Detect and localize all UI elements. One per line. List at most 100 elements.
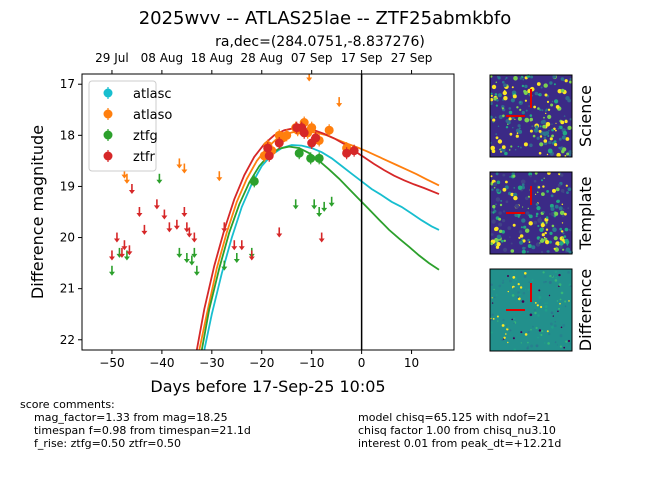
x-tick-label: 10 [404, 356, 419, 370]
y-tick-label: 22 [60, 333, 75, 347]
upper-limit-ztfg [316, 207, 323, 217]
legend-item-atlaso: atlaso [103, 108, 172, 123]
legend-item-ztfg: ztfg [103, 129, 158, 144]
upper-limit-ztfr [181, 207, 188, 217]
legend-item-atlasc: atlasc [103, 87, 172, 102]
upper-limit-ztfr [248, 250, 255, 261]
upper-limit-ztfr [136, 207, 143, 217]
upper-limit-ztfr [141, 224, 148, 235]
detection-ztfr [299, 126, 309, 139]
top-tick-label: 07 Sep [291, 51, 333, 65]
score-comments: score comments: mag_factor=1.33 from mag… [20, 398, 251, 450]
detection-ztfr [311, 131, 321, 144]
upper-limit-atlaso [176, 158, 183, 169]
upper-limit-ztfg [188, 255, 195, 266]
stamp-science: Science [489, 74, 595, 158]
top-tick-label: 28 Aug [241, 51, 284, 65]
upper-limit-ztfg [183, 253, 190, 263]
upper-limit-ztfg [321, 201, 328, 212]
upper-limit-ztfg [292, 199, 299, 210]
legend-label: ztfg [133, 129, 158, 144]
model-curve-ztfg [200, 145, 440, 350]
y-tick-label: 18 [60, 128, 75, 142]
detection-ztfg [294, 147, 304, 160]
x-tick-label: −30 [199, 356, 224, 370]
upper-limit-ztfr [183, 222, 190, 233]
upper-limit-ztfg [108, 265, 115, 276]
upper-limit-ztfg [193, 265, 200, 276]
upper-limit-ztfr [108, 250, 115, 261]
upper-limit-ztfr [121, 240, 128, 251]
stamp-template: Template [489, 171, 595, 255]
model-comments: model chisq=65.125 with ndof=21 chisq fa… [358, 411, 562, 450]
model-curve-atlaso [198, 130, 440, 350]
upper-limit-ztfr [126, 245, 133, 256]
upper-limit-ztfr [166, 222, 173, 233]
upper-limit-ztfg [191, 247, 198, 258]
upper-limit-ztfg [176, 247, 183, 258]
x-tick-label: −20 [249, 356, 274, 370]
upper-limit-ztfr [318, 232, 325, 243]
y-tick-label: 17 [60, 77, 75, 91]
top-tick-label: 08 Aug [141, 51, 184, 65]
stamp-difference: Difference [489, 268, 595, 352]
upper-limit-ztfr [118, 247, 125, 258]
legend: atlasc atlaso ztfg ztfr [88, 80, 172, 172]
detection-ztfg [249, 175, 259, 188]
upper-limit-ztfr [161, 209, 168, 220]
x-tick-label: −40 [149, 356, 174, 370]
upper-limit-ztfr [231, 240, 238, 251]
y-tick-label: 21 [60, 282, 75, 296]
upper-limit-atlaso [181, 163, 188, 174]
detection-ztfr [349, 144, 359, 157]
detection-ztfr [264, 149, 274, 162]
upper-limit-ztfg [311, 199, 318, 210]
upper-limit-ztfr [276, 227, 283, 238]
upper-limit-ztfr [153, 199, 160, 210]
upper-limit-ztfr [113, 232, 120, 243]
detection-atlaso [282, 129, 292, 142]
detection-ztfg [306, 152, 316, 165]
chart-subtitle: ra,dec=(284.0751,-8.837276) [215, 34, 425, 50]
y-tick-label: 19 [60, 179, 75, 193]
upper-limit-ztfr [173, 219, 180, 230]
x-tick-label: −50 [99, 356, 124, 370]
upper-limit-ztfr [186, 227, 193, 238]
upper-limit-atlaso [306, 74, 313, 82]
detection-atlaso [307, 121, 317, 134]
upper-limit-ztfr [238, 240, 245, 251]
top-tick-label: 17 Sep [341, 51, 383, 65]
detection-ztfg [314, 152, 324, 165]
stamp-label: Difference [576, 269, 595, 351]
detection-ztfr [274, 137, 284, 149]
upper-limit-atlaso [123, 173, 130, 184]
stamp-label: Template [576, 176, 595, 250]
upper-limit-ztfr [221, 222, 228, 233]
plot-area [108, 74, 440, 350]
stamp-label: Science [576, 85, 595, 147]
top-tick-label: 18 Aug [191, 51, 234, 65]
legend-item-ztfr: ztfr [103, 150, 155, 165]
x-tick-label: 0 [358, 356, 366, 370]
y-tick-label: 20 [60, 231, 75, 245]
top-tick-label: 29 Jul [95, 51, 129, 65]
upper-limit-ztfg [233, 253, 240, 263]
upper-limit-ztfr [128, 184, 135, 194]
upper-limit-ztfg [328, 196, 335, 207]
legend-label: ztfr [133, 150, 155, 165]
chart-title: 2025wvv -- ATLAS25lae -- ZTF25abmkbfo [138, 8, 512, 29]
upper-limit-atlaso [336, 97, 343, 108]
x-tick-label: −10 [299, 356, 324, 370]
detection-atlaso [324, 124, 334, 137]
upper-limit-atlaso [216, 171, 223, 182]
legend-label: atlasc [133, 87, 172, 102]
x-axis-label: Days before 17-Sep-25 10:05 [150, 377, 385, 396]
upper-limit-ztfg [221, 260, 228, 271]
y-axis-label: Difference magnitude [28, 125, 47, 299]
legend-label: atlaso [133, 108, 172, 123]
upper-limit-ztfr [191, 232, 198, 243]
upper-limit-ztfg [156, 173, 163, 184]
plot-frame [81, 73, 455, 351]
model-curve-atlasc [203, 144, 440, 350]
